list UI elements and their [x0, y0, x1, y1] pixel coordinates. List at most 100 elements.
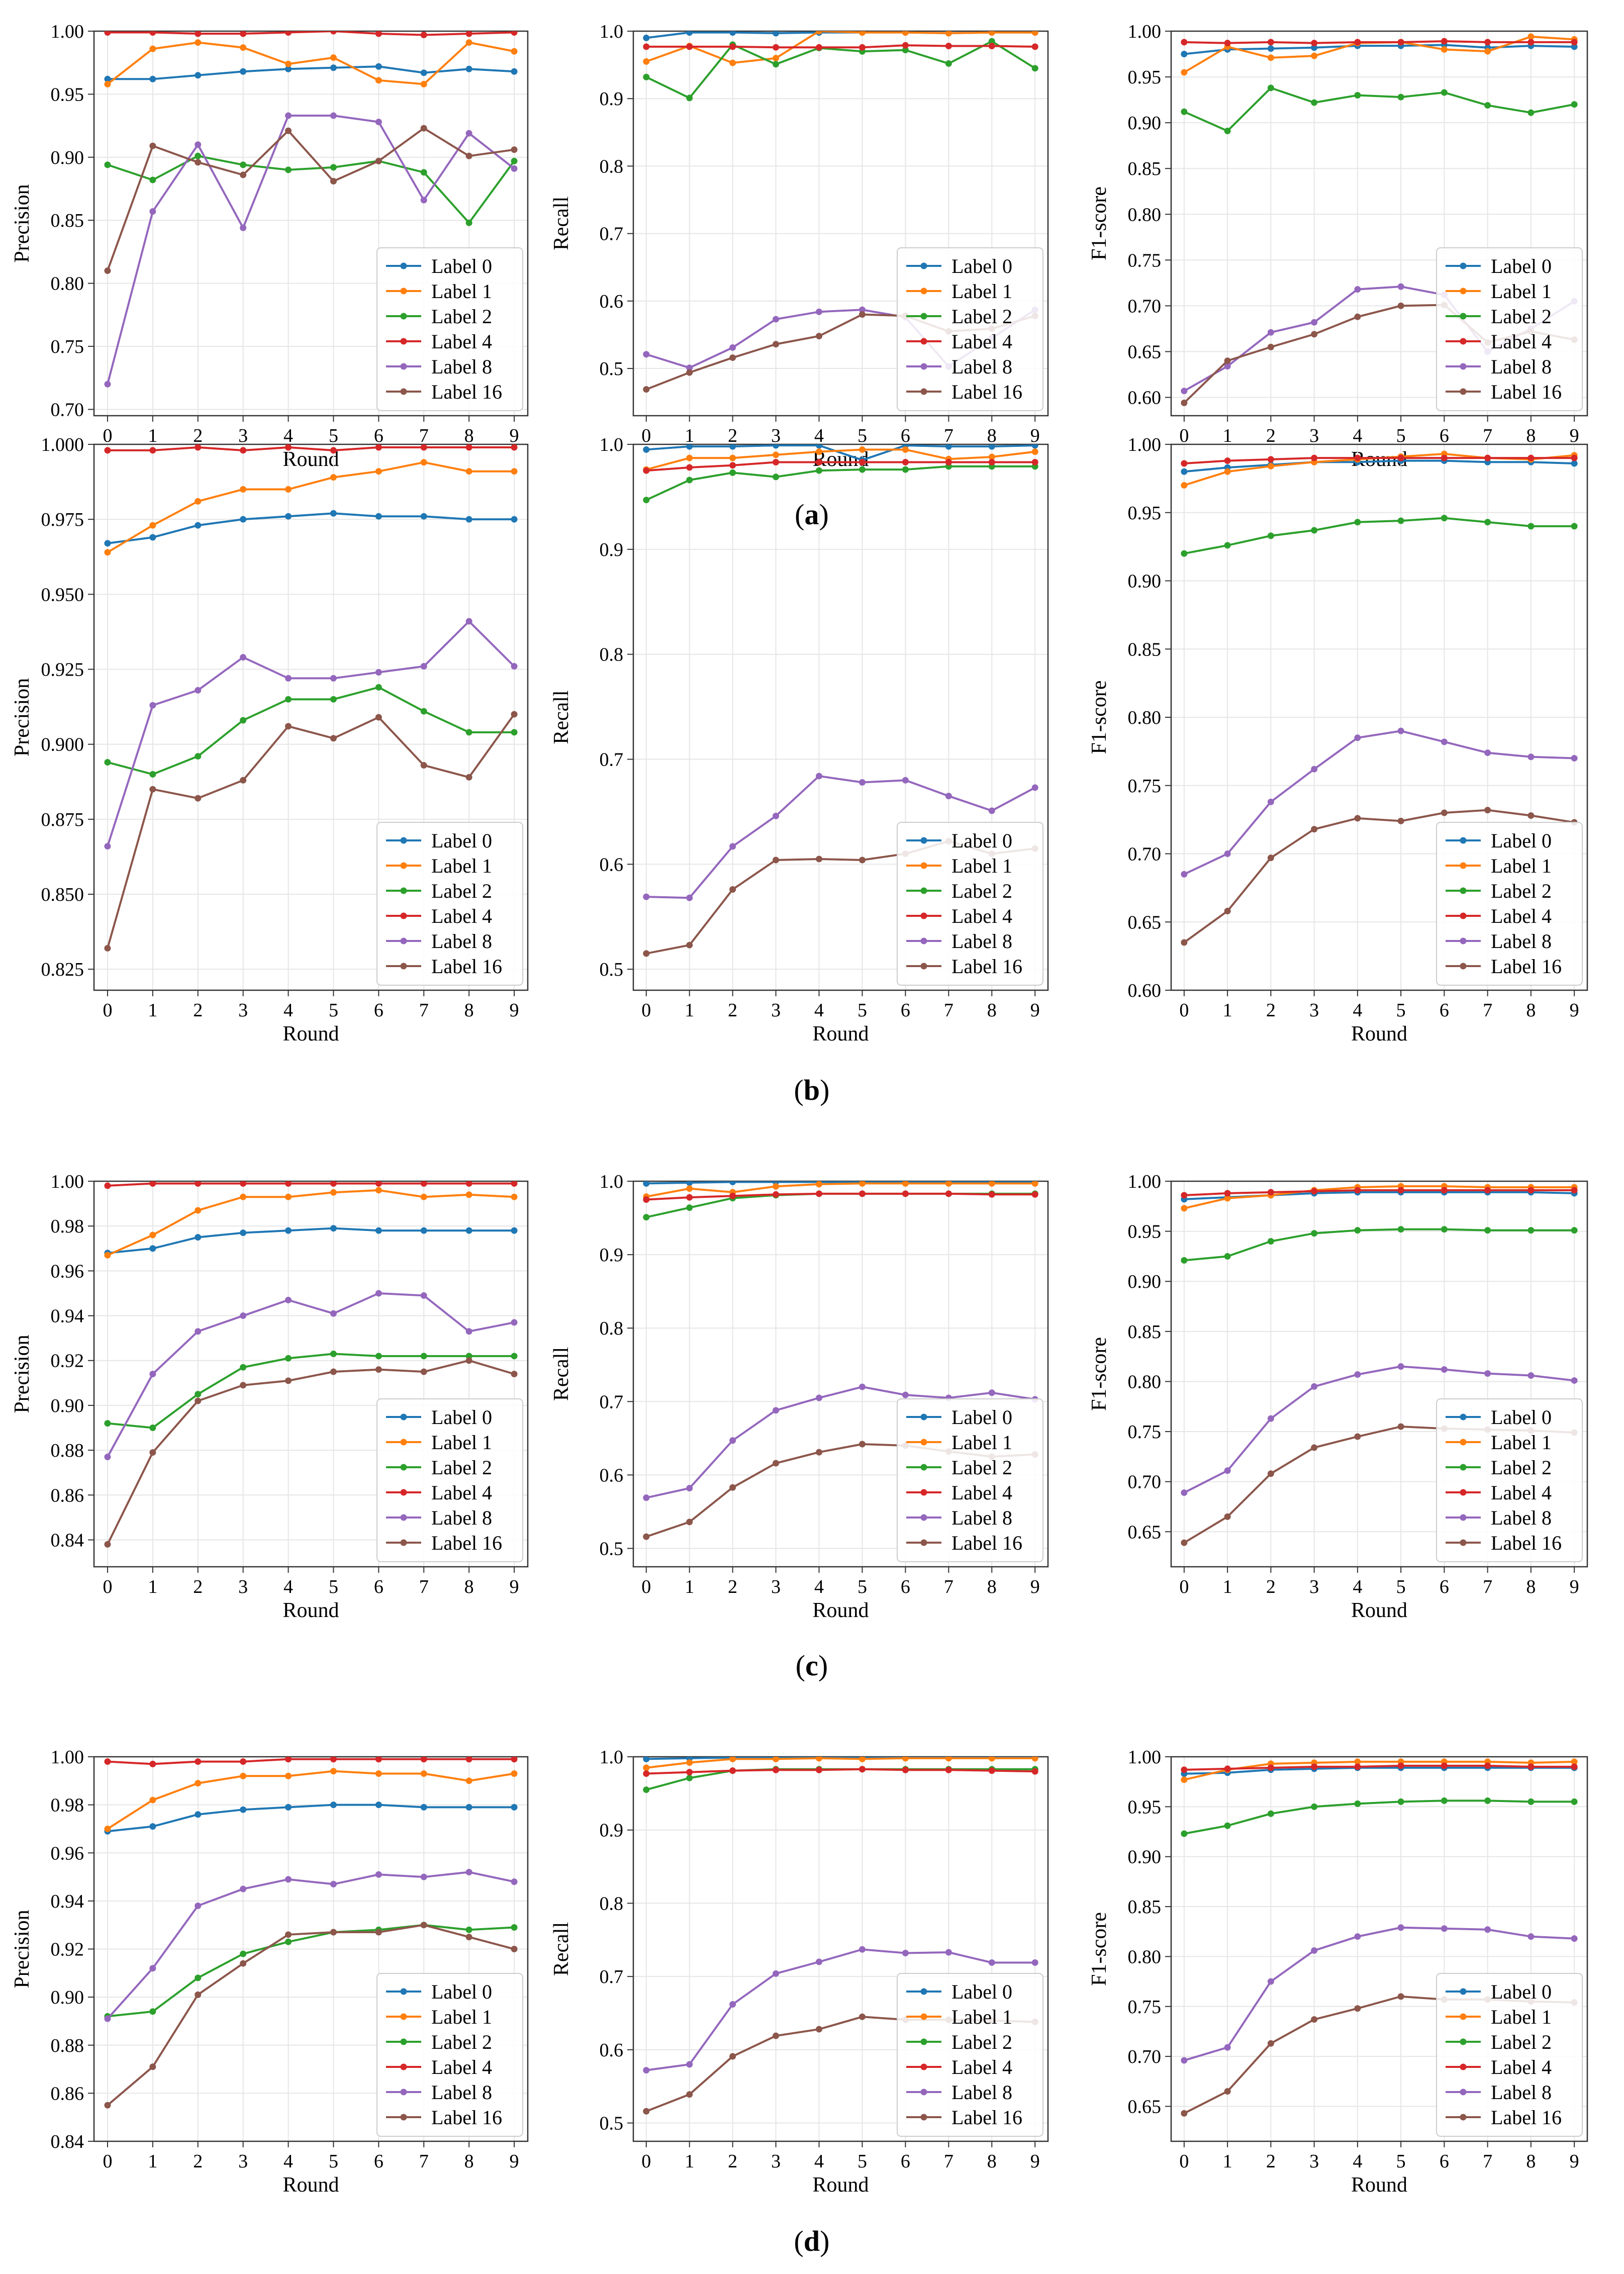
x-tick-label: 7: [419, 1576, 429, 1597]
x-tick-label: 1: [685, 1576, 694, 1597]
data-point: [773, 2032, 780, 2039]
data-point: [1354, 1758, 1361, 1765]
legend-entry: Label 0: [951, 1406, 1012, 1429]
data-point: [1571, 454, 1578, 461]
data-point: [1181, 1539, 1188, 1546]
x-axis-label: Round: [282, 1022, 339, 1046]
legend-entry: Label 16: [431, 1532, 502, 1554]
data-point: [149, 1760, 156, 1767]
data-point: [195, 1234, 202, 1241]
y-tick-label: 0.98: [51, 1216, 84, 1237]
panel-label-b: (b): [794, 1074, 830, 1106]
series-line-label-8: [646, 1386, 1035, 1499]
data-point: [104, 843, 111, 850]
data-point: [1397, 1798, 1404, 1805]
legend-marker: [400, 862, 407, 869]
data-point: [465, 516, 472, 523]
data-point: [240, 717, 247, 724]
data-point: [858, 1383, 866, 1390]
axes-frame: [1170, 1180, 1588, 1568]
y-tick-label: 1.00: [1128, 434, 1162, 455]
data-point: [149, 1425, 156, 1432]
data-point: [1397, 727, 1404, 734]
data-point: [988, 1959, 995, 1966]
data-point: [511, 1319, 518, 1326]
data-point: [1031, 444, 1038, 449]
y-tick-label: 1.00: [51, 1171, 84, 1192]
data-point: [285, 444, 292, 451]
data-point: [149, 1449, 156, 1456]
legend-entry: Label 4: [951, 2056, 1012, 2078]
data-point: [511, 165, 518, 172]
data-point: [1484, 1762, 1491, 1769]
data-point: [1484, 519, 1491, 526]
data-point: [1224, 1765, 1231, 1772]
series-line-label-1: [646, 1757, 1035, 1769]
x-tick-label: 7: [1483, 1576, 1492, 1597]
series-line-label-8: [1184, 730, 1575, 876]
legend-entry: Label 1: [1491, 280, 1552, 303]
data-point: [195, 1991, 202, 1998]
data-point: [285, 723, 292, 730]
legend-entry: Label 16: [431, 381, 502, 403]
x-tick-label: 5: [1396, 2151, 1406, 2172]
x-tick-label: 8: [1526, 1576, 1536, 1597]
data-point: [1484, 1370, 1491, 1377]
data-point: [1181, 2057, 1188, 2064]
series-line-label-0: [1184, 459, 1575, 473]
data-point: [375, 1871, 382, 1878]
data-point: [511, 1193, 518, 1200]
legend-box: [897, 1398, 1043, 1562]
data-point: [1571, 754, 1578, 762]
y-tick-label: 0.7: [600, 1391, 624, 1412]
x-tick-label: 6: [1440, 1576, 1449, 1597]
chart-a-f1-score: 0.60 0.65 0.70 0.75 0.80 0.85 0.90 0.95 1.00 0 1 2 3…: [1088, 21, 1588, 471]
data-point: [1181, 69, 1188, 76]
y-tick-label: 0.84: [51, 1530, 84, 1551]
x-tick-label: 3: [238, 2151, 248, 2172]
legend-entry: Label 4: [1491, 2056, 1552, 2078]
data-point: [465, 1227, 472, 1234]
data-point: [420, 80, 427, 87]
y-tick-label: 1.000: [41, 434, 84, 455]
y-axis-label: Recall: [550, 1347, 573, 1401]
data-point: [988, 1757, 995, 1762]
data-point: [1267, 1238, 1274, 1245]
data-point: [285, 1772, 292, 1779]
data-point: [1311, 1383, 1318, 1390]
data-point: [816, 1449, 823, 1456]
data-point: [729, 1767, 736, 1774]
data-point: [511, 444, 518, 451]
legend-entry: Label 1: [951, 1431, 1012, 1454]
data-point: [902, 1757, 909, 1762]
data-point: [1571, 1798, 1578, 1805]
legend-entry: Label 0: [1491, 829, 1552, 852]
data-point: [511, 1924, 518, 1931]
data-point: [1267, 1764, 1274, 1771]
series-line-label-0: [1184, 44, 1575, 55]
data-point: [686, 369, 693, 376]
series-line-label-4: [107, 1182, 515, 1187]
data-point: [1397, 1762, 1404, 1769]
data-point: [285, 1296, 292, 1303]
y-tick-label: 0.80: [51, 273, 84, 295]
data-point: [858, 311, 866, 318]
data-point: [1354, 92, 1361, 99]
x-axis-label: Round: [812, 1022, 869, 1046]
data-point: [240, 1181, 247, 1187]
y-tick-label: 0.825: [41, 959, 84, 980]
data-point: [902, 31, 909, 36]
data-point: [465, 152, 472, 159]
x-tick-label: 7: [944, 2151, 953, 2172]
x-tick-label: 5: [857, 425, 867, 446]
x-tick-label: 6: [374, 1000, 384, 1021]
data-point: [104, 31, 111, 36]
legend-marker: [920, 837, 927, 844]
data-point: [1397, 1226, 1404, 1233]
series-line-label-0: [107, 65, 515, 80]
x-tick-label: 3: [1309, 2151, 1319, 2172]
